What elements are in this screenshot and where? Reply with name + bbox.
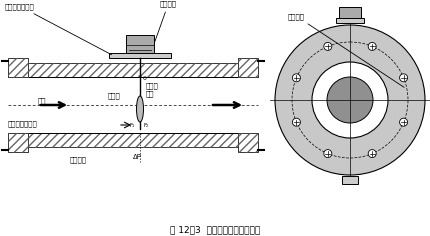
Circle shape	[399, 74, 408, 82]
Text: 靶面: 靶面	[146, 90, 154, 97]
Circle shape	[292, 118, 301, 126]
Text: 图 12－3  靶式流量计结构示意图: 图 12－3 靶式流量计结构示意图	[170, 226, 260, 235]
Circle shape	[368, 42, 376, 51]
Text: θ: θ	[143, 76, 147, 81]
Bar	[8, 133, 258, 147]
Text: ΔP: ΔP	[133, 154, 142, 160]
Text: F₂: F₂	[143, 123, 148, 128]
Circle shape	[312, 62, 388, 138]
Bar	[238, 58, 258, 77]
Bar	[238, 133, 258, 152]
Text: 位移角: 位移角	[146, 82, 159, 88]
Bar	[8, 133, 28, 152]
Bar	[8, 63, 258, 77]
Bar	[8, 58, 28, 77]
Circle shape	[399, 118, 408, 126]
Circle shape	[275, 25, 425, 175]
Bar	[342, 176, 358, 184]
Text: 智能表头: 智能表头	[155, 0, 177, 41]
Bar	[109, 53, 171, 58]
Bar	[8, 63, 258, 77]
Bar	[339, 7, 361, 21]
Bar	[336, 18, 364, 23]
Ellipse shape	[136, 96, 144, 122]
Text: F₁: F₁	[130, 123, 135, 128]
Bar	[238, 133, 258, 152]
Bar	[8, 58, 28, 77]
Text: 靶周黏滞摩擦力: 靶周黏滞摩擦力	[8, 120, 38, 126]
Text: 环形空间: 环形空间	[288, 13, 404, 87]
Bar	[126, 35, 154, 53]
Text: 仪表壳体: 仪表壳体	[70, 156, 87, 163]
Text: 连接杆: 连接杆	[108, 92, 121, 99]
Bar	[8, 133, 258, 147]
Circle shape	[368, 150, 376, 158]
Text: 密封形变金属片: 密封形变金属片	[5, 3, 111, 55]
Circle shape	[292, 74, 301, 82]
Bar	[238, 58, 258, 77]
Circle shape	[324, 150, 332, 158]
Circle shape	[324, 42, 332, 51]
Text: 流向: 流向	[38, 97, 46, 104]
Circle shape	[327, 77, 373, 123]
Bar	[8, 133, 28, 152]
